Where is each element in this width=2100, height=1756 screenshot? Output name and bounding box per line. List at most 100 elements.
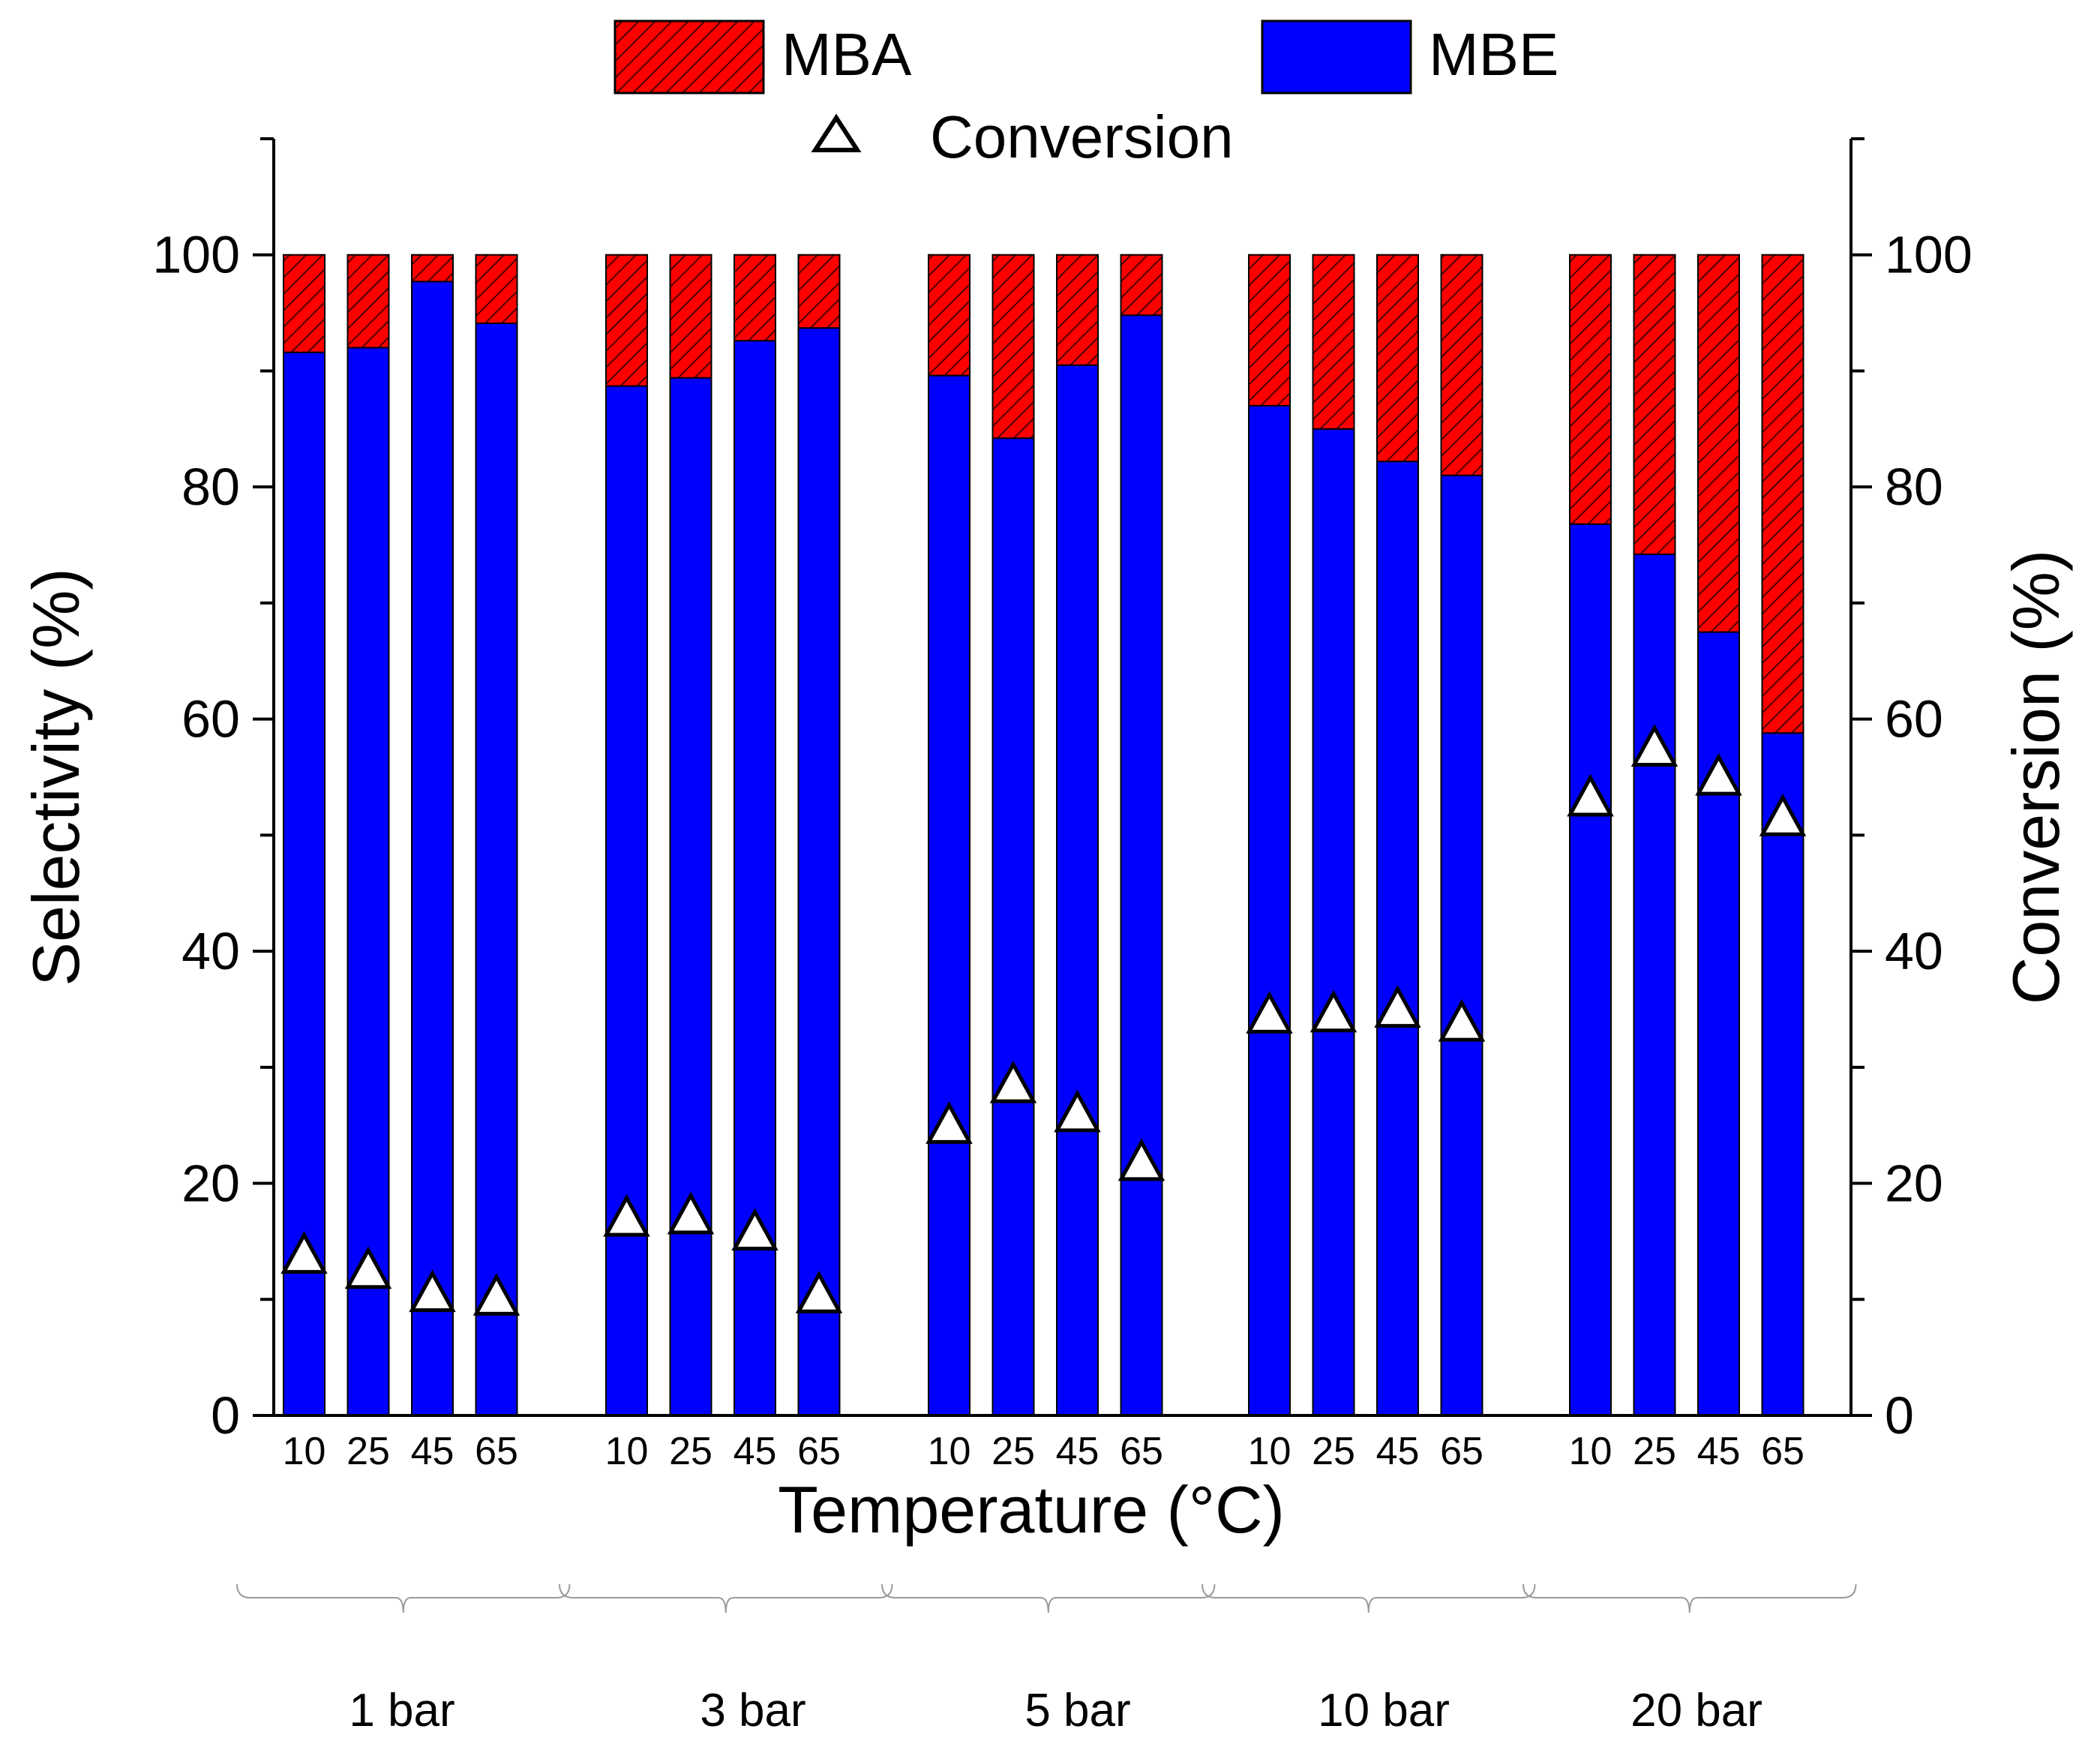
bar-mba [1697, 254, 1740, 633]
bar-mba [1312, 254, 1355, 430]
y-axis-title: Selectivity (%) [19, 568, 93, 986]
bar-mba [1440, 254, 1484, 476]
group-label-3-bar: 3 bar [700, 1685, 806, 1736]
group-braces [236, 1583, 1857, 1613]
conversion-marker [472, 1272, 520, 1316]
group-brace [881, 1583, 1216, 1613]
x-tick-label: 25 [1633, 1430, 1676, 1473]
bar-mbe [346, 347, 390, 1417]
x-tick-label: 45 [734, 1430, 777, 1473]
y2-tick-label: 40 [1885, 922, 1943, 980]
ticks: 10 25 45 65 10 25 45 65 10 25 45 65 10 25 45 65 10 25 45 65… [152, 137, 1972, 1473]
x-tick-label: 10 [1569, 1430, 1612, 1473]
group-brace [236, 1583, 571, 1613]
group-brace [1202, 1583, 1536, 1613]
x-tick-label: 65 [1120, 1430, 1163, 1473]
group-label-20-bar: 20 bar [1630, 1685, 1762, 1736]
conversion-marker [1759, 793, 1807, 836]
bar-mbe [605, 385, 648, 1416]
conversion-marker [409, 1269, 456, 1313]
bar-mbe [797, 327, 841, 1416]
y-tick-label: 80 [182, 458, 240, 516]
legend-mba-label: MBA [782, 21, 912, 88]
x-axis-title: Temperature (°C) [778, 1472, 1285, 1547]
x-tick-label: 45 [1376, 1430, 1420, 1473]
y2-axis-title: Conversion (%) [1999, 550, 2073, 1004]
group-label-1-bar: 1 bar [349, 1685, 455, 1736]
bar-mba [992, 254, 1035, 440]
bar-mbe [669, 377, 712, 1417]
y2-tick-label: 100 [1885, 226, 1972, 284]
x-tick-label: 25 [1312, 1430, 1355, 1473]
bar-mba [1120, 254, 1163, 317]
y-tick-label: 0 [211, 1386, 240, 1445]
bar-mbe [734, 340, 776, 1416]
conversion-marker [989, 1060, 1037, 1103]
bar-mba [797, 254, 841, 329]
y2-tick-label: 60 [1885, 690, 1943, 749]
bar-mba [1056, 254, 1099, 366]
bar-mba [734, 254, 776, 342]
legend-conversion-label: Conversion [930, 104, 1234, 170]
bar-mbe [1569, 523, 1612, 1416]
axes [272, 139, 1852, 1417]
conversion-marker [1246, 990, 1293, 1034]
conversion-marker [1567, 773, 1614, 817]
group-label-5-bar: 5 bar [1024, 1685, 1131, 1736]
y-tick-label: 40 [182, 922, 240, 980]
x-tick-label: 65 [1761, 1430, 1804, 1473]
bar-mbe [1120, 314, 1163, 1417]
y2-tick-label: 20 [1885, 1154, 1943, 1213]
bar-mba [605, 254, 648, 387]
x-tick-label: 25 [992, 1430, 1035, 1473]
bar-mbe [992, 437, 1035, 1416]
x-tick-label: 45 [1056, 1430, 1100, 1473]
legend: MBA MBE Conversion [614, 20, 1558, 170]
conversion-marker [1310, 989, 1358, 1033]
y2-tick-label: 0 [1885, 1386, 1914, 1445]
conversion-marker [795, 1270, 843, 1313]
y-tick-label: 60 [182, 690, 240, 749]
conversion-marker [731, 1208, 778, 1251]
x-tick-label: 10 [928, 1430, 971, 1473]
conversion-marker [603, 1193, 650, 1237]
bar-mbe [475, 323, 518, 1416]
bar-mba [283, 254, 326, 353]
x-tick-label: 10 [1248, 1430, 1292, 1473]
bar-mbe [1633, 553, 1676, 1417]
legend-mba-swatch [614, 20, 765, 95]
legend-mbe-swatch [1261, 20, 1412, 95]
x-tick-label: 45 [411, 1430, 454, 1473]
x-tick-label: 10 [283, 1430, 326, 1473]
y2-tick-label: 80 [1885, 458, 1943, 516]
conversion-markers-layer [280, 724, 1807, 1316]
bar-mba [669, 254, 712, 379]
bar-mbe [928, 374, 970, 1416]
bar-mba [411, 254, 454, 283]
y-tick-label: 100 [152, 226, 240, 284]
legend-mbe-label: MBE [1429, 21, 1558, 88]
conversion-marker [926, 1100, 973, 1144]
x-tick-label: 25 [346, 1430, 390, 1473]
group-brace [1522, 1583, 1857, 1613]
conversion-marker [667, 1191, 715, 1235]
x-tick-label: 65 [475, 1430, 518, 1473]
bar-mbe [411, 281, 454, 1416]
bars-layer [283, 254, 1804, 1417]
conversion-marker [344, 1246, 392, 1289]
group-brace [559, 1583, 893, 1613]
conversion-marker [1374, 985, 1421, 1028]
legend-conversion-marker [811, 113, 862, 152]
y-tick-label: 20 [182, 1154, 240, 1213]
bar-mbe [1440, 474, 1484, 1416]
group-label-10-bar: 10 bar [1318, 1685, 1450, 1736]
bar-mba [1376, 254, 1419, 463]
conversion-marker [1630, 724, 1678, 767]
bar-mbe [1312, 428, 1355, 1416]
bar-mbe [1248, 404, 1291, 1417]
bar-mbe [1056, 364, 1099, 1417]
x-tick-label: 65 [797, 1430, 841, 1473]
conversion-marker [1695, 752, 1742, 796]
bar-mba [1761, 254, 1804, 734]
x-tick-label: 10 [605, 1430, 649, 1473]
